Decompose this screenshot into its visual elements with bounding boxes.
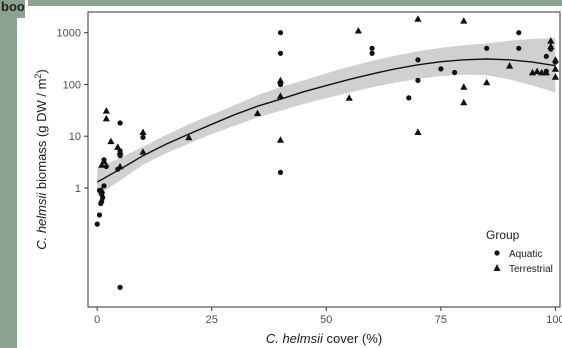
aquatic-point [100, 195, 106, 201]
aquatic-point [516, 45, 522, 51]
aquatic-point [438, 66, 444, 72]
confidence-band [97, 38, 556, 196]
y-axis-title-superscript: 2 [33, 74, 43, 79]
terrestrial-point [460, 83, 468, 90]
terrestrial-point [354, 26, 362, 34]
terrestrial-point [253, 109, 262, 116]
terrestrial-point [505, 62, 514, 69]
x-tick-label: 50 [320, 314, 332, 326]
aquatic-point [140, 134, 146, 140]
aquatic-point [452, 69, 458, 76]
legend-terrestrial-marker [493, 264, 501, 271]
aquatic-point [277, 30, 284, 36]
cropped-heading-text: boo [0, 0, 25, 18]
legend-title: Group [486, 228, 520, 242]
terrestrial-point [114, 143, 122, 150]
terrestrial-point [139, 148, 147, 155]
y-axis-title-rest: biomass (g DW / m [34, 79, 49, 193]
confidence-band-area [97, 38, 556, 196]
aquatic-point [415, 57, 421, 63]
terrestrial-point [538, 68, 546, 76]
y-axis-title-close: ) [34, 69, 49, 73]
aquatic-point [277, 169, 284, 175]
aquatic-point [369, 50, 375, 56]
x-axis-title-italic: C. helmsii [266, 331, 324, 346]
aquatic-point [117, 284, 123, 290]
terrestrial-point [100, 157, 108, 165]
terrestrial-point [116, 162, 124, 170]
aquatic-point [484, 45, 490, 51]
x-tick-label: 25 [206, 314, 218, 326]
aquatic-point [277, 50, 284, 56]
x-tick-label: 75 [435, 314, 447, 326]
x-axis: 0 25 50 75 100 [94, 307, 562, 326]
aquatic-point [103, 163, 109, 170]
legend-terrestrial-label: Terrestrial [509, 264, 553, 275]
fit-curve [96, 58, 556, 183]
terrestrial-point [483, 78, 491, 86]
x-tick-label: 100 [546, 314, 562, 326]
terrestrial-point [547, 42, 555, 50]
aquatic-point [96, 212, 103, 218]
aquatic-point [543, 53, 549, 59]
aquatic-point [94, 221, 100, 227]
aquatic-point [415, 77, 421, 83]
data-points [94, 15, 560, 290]
y-axis: 1 10 100 1000 [57, 28, 88, 195]
terrestrial-point [98, 186, 106, 194]
terrestrial-point [276, 136, 285, 143]
y-tick-label: 100 [63, 79, 81, 91]
legend-aquatic-marker [494, 250, 500, 256]
terrestrial-point [185, 133, 193, 141]
aquatic-point [516, 30, 522, 36]
aquatic-point [369, 45, 375, 51]
terrestrial-point [276, 76, 285, 84]
terrestrial-point [551, 73, 560, 80]
aquatic-point [117, 120, 123, 126]
x-axis-title: C. helmsii cover (%) [266, 331, 382, 346]
x-tick-label: 0 [94, 314, 100, 326]
y-tick-label: 10 [69, 131, 81, 143]
terrestrial-point [98, 161, 106, 168]
aquatic-point [406, 95, 412, 101]
terrestrial-point [533, 67, 541, 75]
fit-line [96, 58, 556, 183]
aquatic-point [101, 183, 107, 189]
y-axis-title-italic: C. helmsii [34, 192, 49, 250]
terrestrial-point [414, 128, 422, 135]
terrestrial-point [139, 128, 147, 135]
terrestrial-point [414, 15, 422, 22]
y-tick-label: 1 [75, 183, 81, 195]
terrestrial-point [116, 148, 124, 155]
legend-aquatic-label: Aquatic [509, 249, 542, 260]
legend: Group Aquatic Terrestrial [486, 228, 553, 275]
y-axis-title: C. helmsii biomass (g DW / m2) [33, 69, 49, 250]
terrestrial-point [460, 17, 468, 24]
terrestrial-point [107, 137, 115, 145]
y-tick-label: 1000 [57, 28, 81, 40]
top-border-band [28, 0, 562, 6]
x-axis-title-rest: cover (%) [323, 331, 382, 346]
terrestrial-point [102, 107, 110, 114]
terrestrial-point [102, 114, 110, 122]
terrestrial-point [276, 92, 285, 99]
terrestrial-point [542, 68, 550, 76]
terrestrial-point [547, 37, 555, 44]
terrestrial-point [460, 98, 468, 106]
terrestrial-point [345, 94, 353, 101]
terrestrial-point [551, 65, 560, 72]
terrestrial-point [551, 56, 560, 63]
